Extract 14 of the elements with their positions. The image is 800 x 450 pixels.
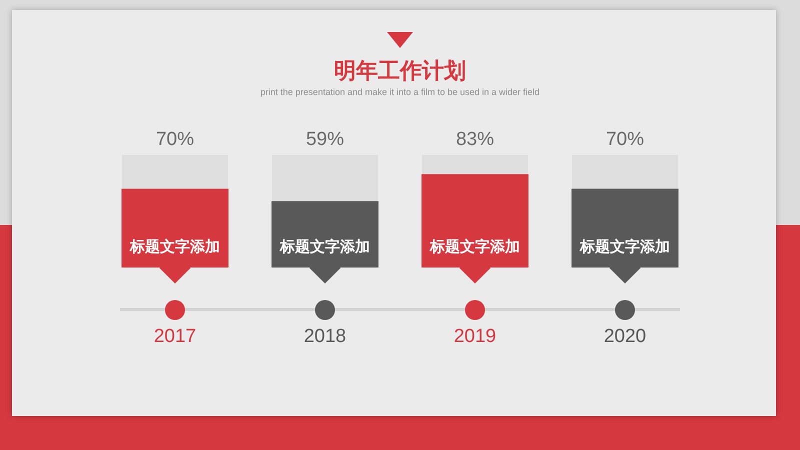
chart-title: 明年工作计划: [333, 57, 467, 85]
x-tick-label: 2017: [154, 326, 196, 348]
annotation: 标题文字添加: [279, 238, 370, 256]
x-tick-label: 2020: [604, 326, 646, 348]
data-label: 70%: [156, 129, 194, 150]
x-tick-label: 2018: [304, 326, 346, 348]
data-label: 59%: [306, 129, 344, 150]
chart-subtitle: print the presentation and make it into a film to be used in a wider field: [259, 87, 541, 97]
annotation: 标题文字添加: [429, 238, 520, 256]
data-label: 70%: [606, 129, 644, 150]
annotation: 标题文字添加: [579, 238, 670, 256]
data-label: 83%: [456, 129, 494, 150]
x-tick-label: 2019: [454, 326, 496, 348]
annotation: 标题文字添加: [129, 238, 220, 256]
